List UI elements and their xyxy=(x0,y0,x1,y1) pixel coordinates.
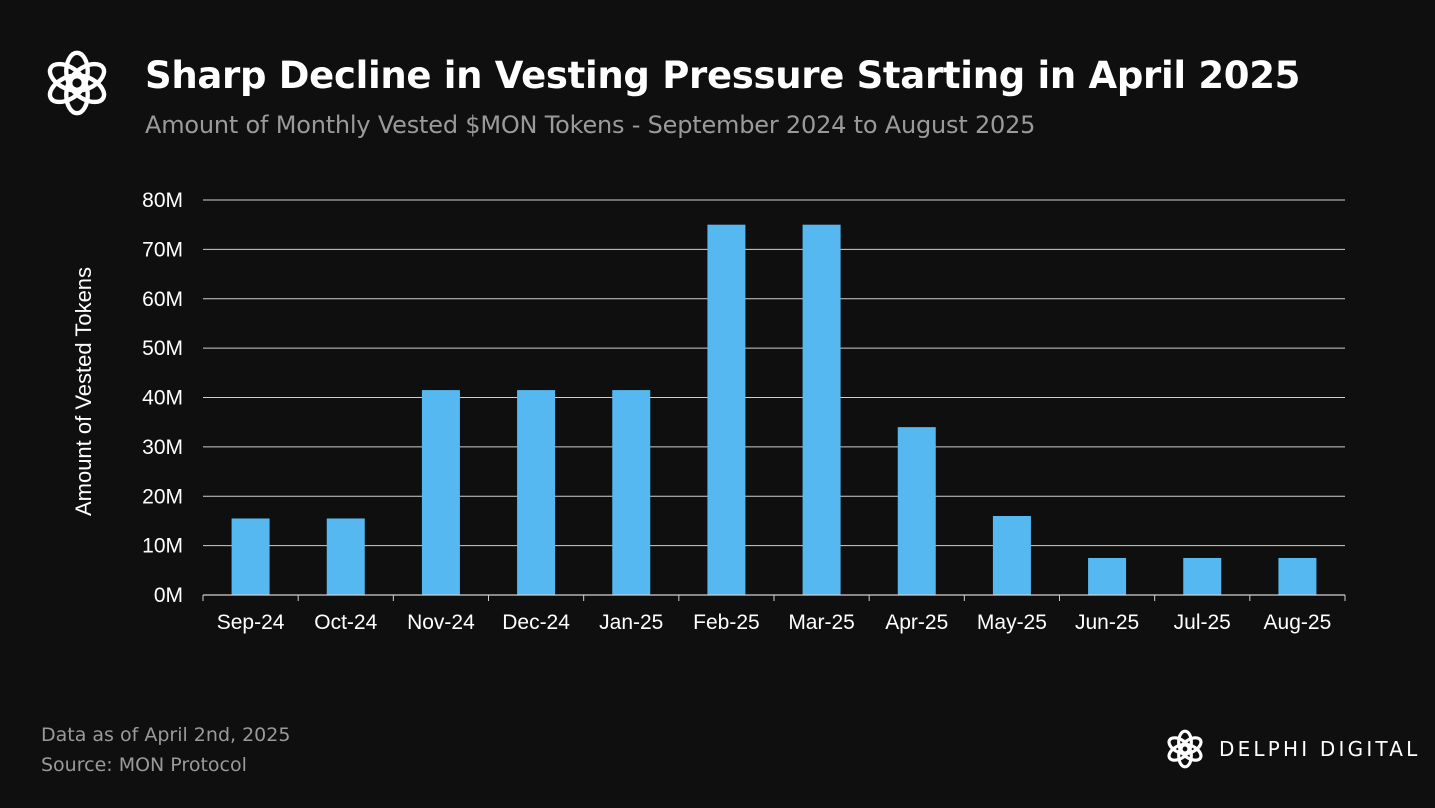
x-tick-label: May-25 xyxy=(977,611,1047,634)
bar xyxy=(992,516,1031,595)
delphi-brand-icon xyxy=(1167,729,1203,769)
x-tick-labels: Sep-24 Oct-24 Nov-24 Dec-24 Jan-25 Feb-25 Mar-… xyxy=(202,595,1346,634)
y-axis-label: Amount of Vested Tokens xyxy=(71,267,96,516)
gridlines xyxy=(203,199,1345,547)
x-tick-label: Jun-25 xyxy=(1075,611,1139,634)
x-tick-label: Sep-24 xyxy=(217,611,285,634)
bar xyxy=(517,390,556,595)
x-tick-label: Mar-25 xyxy=(788,611,855,634)
chart-title: Sharp Decline in Vesting Pressure Starti… xyxy=(145,54,1301,97)
y-tick-label: 60M xyxy=(142,288,183,311)
bar xyxy=(231,518,270,595)
y-tick-label: 70M xyxy=(142,238,183,261)
y-tick-label: 10M xyxy=(142,535,183,558)
y-tick-label: 50M xyxy=(142,337,183,360)
delphi-logo-icon xyxy=(47,50,107,116)
x-tick-label: Feb-25 xyxy=(693,611,760,634)
bar xyxy=(326,518,365,595)
bar xyxy=(1088,557,1127,595)
x-tick-label: Dec-24 xyxy=(502,611,570,634)
bars xyxy=(231,224,1317,595)
x-tick-label: Apr-25 xyxy=(885,611,948,634)
bar xyxy=(421,390,460,595)
bar xyxy=(707,224,746,595)
bar xyxy=(612,390,651,595)
y-tick-label: 20M xyxy=(142,485,183,508)
bar xyxy=(897,427,936,595)
x-tick-label: Oct-24 xyxy=(314,611,377,634)
y-tick-label: 0M xyxy=(154,584,183,607)
source-note: Source: MON Protocol xyxy=(41,754,247,776)
y-tick-labels: 0M 10M 20M 30M 40M 50M 60M 70M 80M xyxy=(142,189,183,607)
bar xyxy=(1183,557,1222,595)
bar xyxy=(1278,557,1317,595)
x-tick-label: Jan-25 xyxy=(599,611,663,634)
y-tick-label: 80M xyxy=(142,189,183,212)
bar xyxy=(802,224,841,595)
x-tick-label: Jul-25 xyxy=(1174,611,1231,634)
y-tick-label: 30M xyxy=(142,436,183,459)
brand-name: DELPHI DIGITAL xyxy=(1219,737,1421,761)
y-tick-label: 40M xyxy=(142,387,183,410)
x-tick-label: Aug-25 xyxy=(1264,611,1332,634)
chart-subtitle: Amount of Monthly Vested $MON Tokens - S… xyxy=(145,111,1036,139)
data-date-note: Data as of April 2nd, 2025 xyxy=(41,724,291,746)
x-tick-label: Nov-24 xyxy=(407,611,475,634)
